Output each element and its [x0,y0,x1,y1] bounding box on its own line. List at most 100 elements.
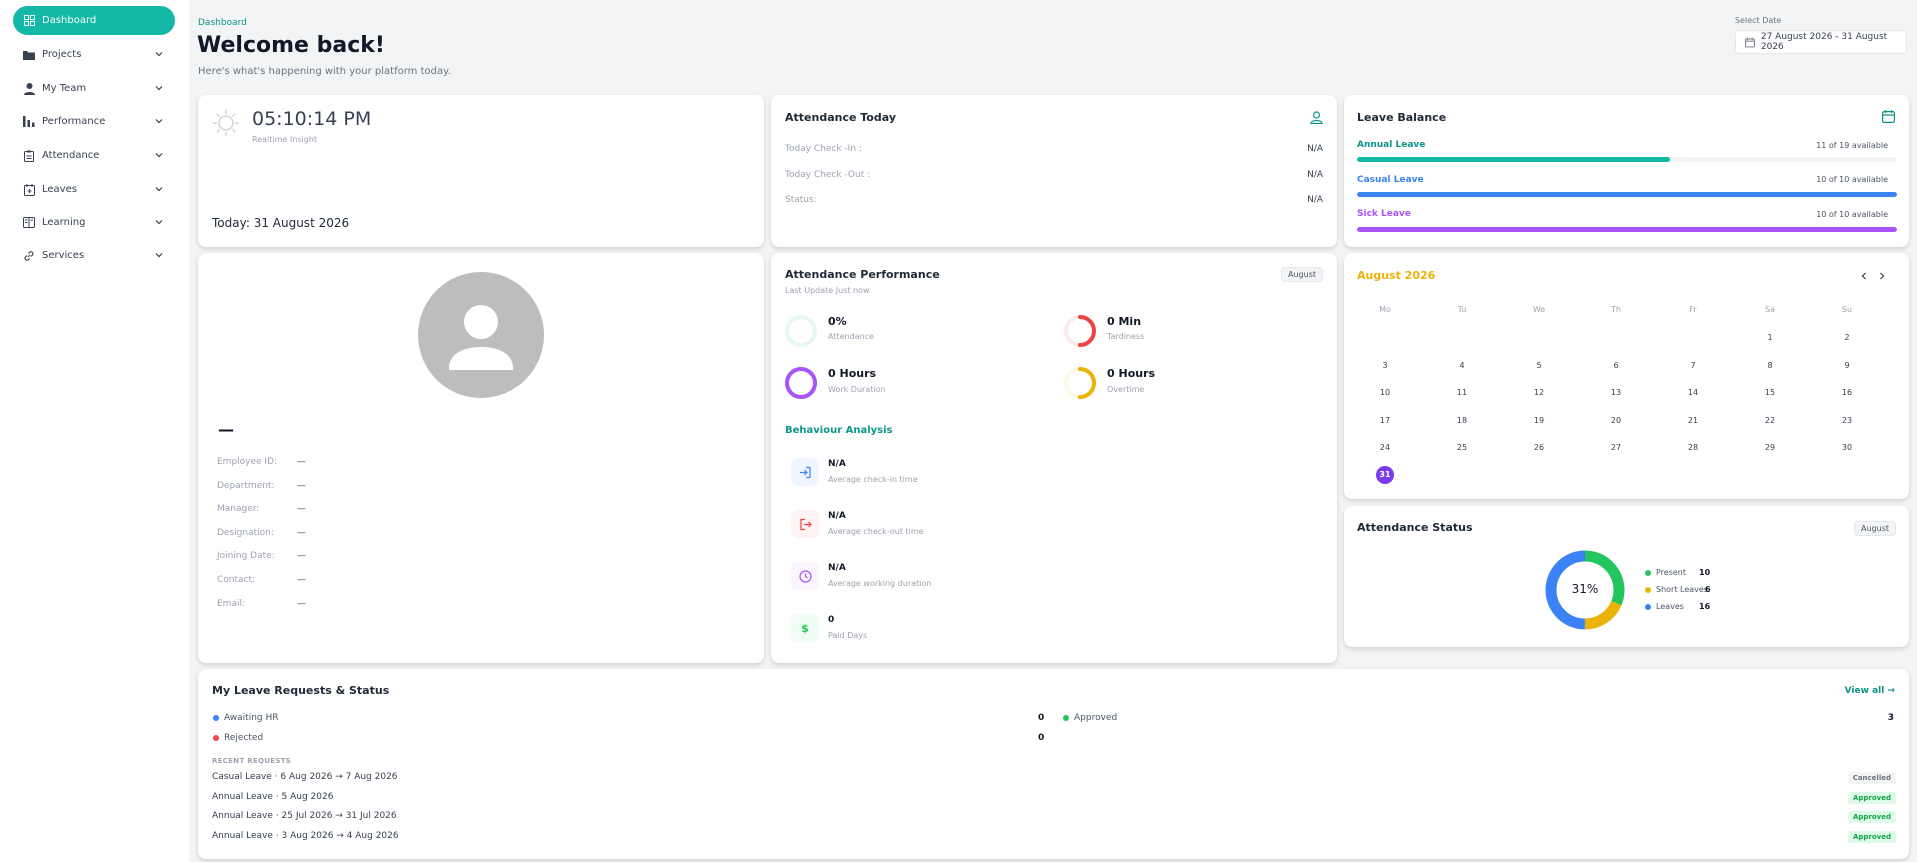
profile-card: — Employee ID: — Department: — Manager: … [198,253,764,663]
calendar-day[interactable]: 14 [1687,388,1699,397]
awaiting-hr-label: Awaiting HR [213,713,279,723]
legend-dot [1645,586,1651,593]
sidebar-item-dashboard[interactable]: Dashboard [13,6,175,35]
tardiness-ring-arc [1064,315,1096,347]
contact-value: — [297,575,306,585]
sidebar-item-label: Performance [42,116,106,127]
user-icon [23,82,35,95]
request-status-badge: Cancelled [1847,772,1896,784]
calendar-day[interactable]: 20 [1610,416,1622,425]
legend-value: 6 [1705,585,1711,594]
calendar-day[interactable]: 23 [1841,416,1853,425]
legend-value: 10 [1699,568,1711,577]
month-badge[interactable]: August [1854,521,1896,536]
calendar-day[interactable]: 25 [1456,443,1468,452]
legend-dot [1645,569,1651,576]
request-row-text[interactable]: Annual Leave · 25 Jul 2026 → 31 Jul 2026 [212,811,397,821]
chevron-left-icon[interactable] [1859,271,1869,281]
check-out-value: N/A [1307,170,1323,180]
designation-value: — [297,528,306,538]
calendar-day[interactable]: 29 [1764,443,1776,452]
calendar-day[interactable]: 21 [1687,416,1699,425]
clock-card: 05:10:14 PM Realtime Insight Today: 31 A… [198,95,764,247]
calendar-day[interactable]: 9 [1844,361,1850,370]
chevron-down-icon [155,220,163,225]
weekday-header: Th [1611,305,1621,314]
calendar-day[interactable]: 17 [1379,416,1391,425]
calendar-day[interactable]: 13 [1610,388,1622,397]
today-date: Today: 31 August 2026 [212,216,350,230]
chevron-down-icon [155,52,163,57]
sidebar-item-leaves[interactable]: Leaves [13,175,175,204]
summary-label: Awaiting HR [224,713,279,723]
calendar-icon [1882,110,1895,123]
sidebar-item-projects[interactable]: Projects [13,40,175,69]
breadcrumb[interactable]: Dashboard [198,18,247,28]
calendar-day[interactable]: 26 [1533,443,1545,452]
dashboard-icon [23,15,35,27]
rejected-value: 0 [1038,733,1045,743]
check-in-label: Today Check -In : [785,144,862,154]
calendar-day[interactable]: 30 [1841,443,1853,452]
chevron-right-icon[interactable] [1877,271,1887,281]
avatar [418,272,544,398]
calendar-day[interactable]: 31 [1370,466,1400,484]
sidebar-item-label: Attendance [42,150,100,161]
legend-dot [1645,603,1651,610]
donut-center-value: 31% [1571,582,1599,596]
view-all-link[interactable]: View all → [1844,686,1895,696]
calendar-day[interactable]: 12 [1533,388,1545,397]
request-row-text[interactable]: Annual Leave · 5 Aug 2026 [212,792,334,802]
department-value: — [297,481,306,491]
calendar-day[interactable]: 15 [1764,388,1776,397]
calendar-day[interactable]: 4 [1459,361,1465,370]
sidebar-item-my-team[interactable]: My Team [13,74,175,103]
calendar-day[interactable]: 6 [1613,361,1619,370]
sidebar-item-label: Services [42,250,85,261]
designation-label: Designation: [217,528,274,538]
calendar-day[interactable]: 5 [1536,361,1542,370]
legend-short-leaves: Short Leaves [1645,585,1708,594]
calendar-day[interactable]: 7 [1690,361,1696,370]
card-title: Attendance Today [785,111,896,124]
sidebar-item-attendance[interactable]: Attendance [13,141,175,170]
sick-leave-bar-fill [1357,227,1897,232]
leave-requests-card: My Leave Requests & Status View all → Aw… [198,669,1909,859]
calendar-day[interactable]: 27 [1610,443,1622,452]
calendar-day[interactable]: 28 [1687,443,1699,452]
card-title: Attendance Performance [785,268,940,281]
calendar-day[interactable]: 2 [1844,333,1850,342]
chevron-down-icon [155,86,163,91]
tardiness-value: 0 Min [1107,315,1142,328]
calendar-day[interactable]: 8 [1767,361,1773,370]
date-range-picker[interactable]: 27 August 2026 - 31 August 2026 [1735,30,1907,54]
request-row-text[interactable]: Annual Leave · 3 Aug 2026 → 4 Aug 2026 [212,831,399,841]
department-label: Department: [217,481,275,491]
calendar-day[interactable]: 16 [1841,388,1853,397]
calendar-day[interactable]: 24 [1379,443,1391,452]
sidebar-item-performance[interactable]: Performance [13,107,175,136]
leave-balance-card: Leave Balance Annual Leave 11 of 19 avai… [1344,95,1909,247]
link-icon [23,250,35,262]
calendar-day[interactable]: 22 [1764,416,1776,425]
calendar-card: August 2026 Mo Tu We Th Fr Sa Su 1 2 3 4 5 6 7 8 9 10 11 1… [1344,253,1909,499]
summary-label: Approved [1074,713,1118,723]
calendar-day[interactable]: 11 [1456,388,1468,397]
bar-chart-icon [23,116,35,128]
calendar-day[interactable]: 19 [1533,416,1545,425]
sidebar-item-label: Projects [42,49,82,60]
request-status-badge: Approved [1847,792,1896,804]
date-range-value: 27 August 2026 - 31 August 2026 [1760,32,1888,52]
request-row-text[interactable]: Casual Leave · 6 Aug 2026 → 7 Aug 2026 [212,772,398,782]
calendar-day[interactable]: 10 [1379,388,1391,397]
calendar-day[interactable]: 18 [1456,416,1468,425]
sidebar-item-learning[interactable]: Learning [13,208,175,237]
last-update: Last Update Just now [785,286,870,295]
sidebar-item-services[interactable]: Services [13,241,175,270]
month-badge[interactable]: August [1281,267,1323,282]
work-duration-value: 0 Hours [828,367,877,380]
calendar-day[interactable]: 3 [1382,361,1388,370]
donut-slice-short-leaves [1545,550,1625,630]
manager-label: Manager: [217,504,260,514]
calendar-day[interactable]: 1 [1767,333,1773,342]
